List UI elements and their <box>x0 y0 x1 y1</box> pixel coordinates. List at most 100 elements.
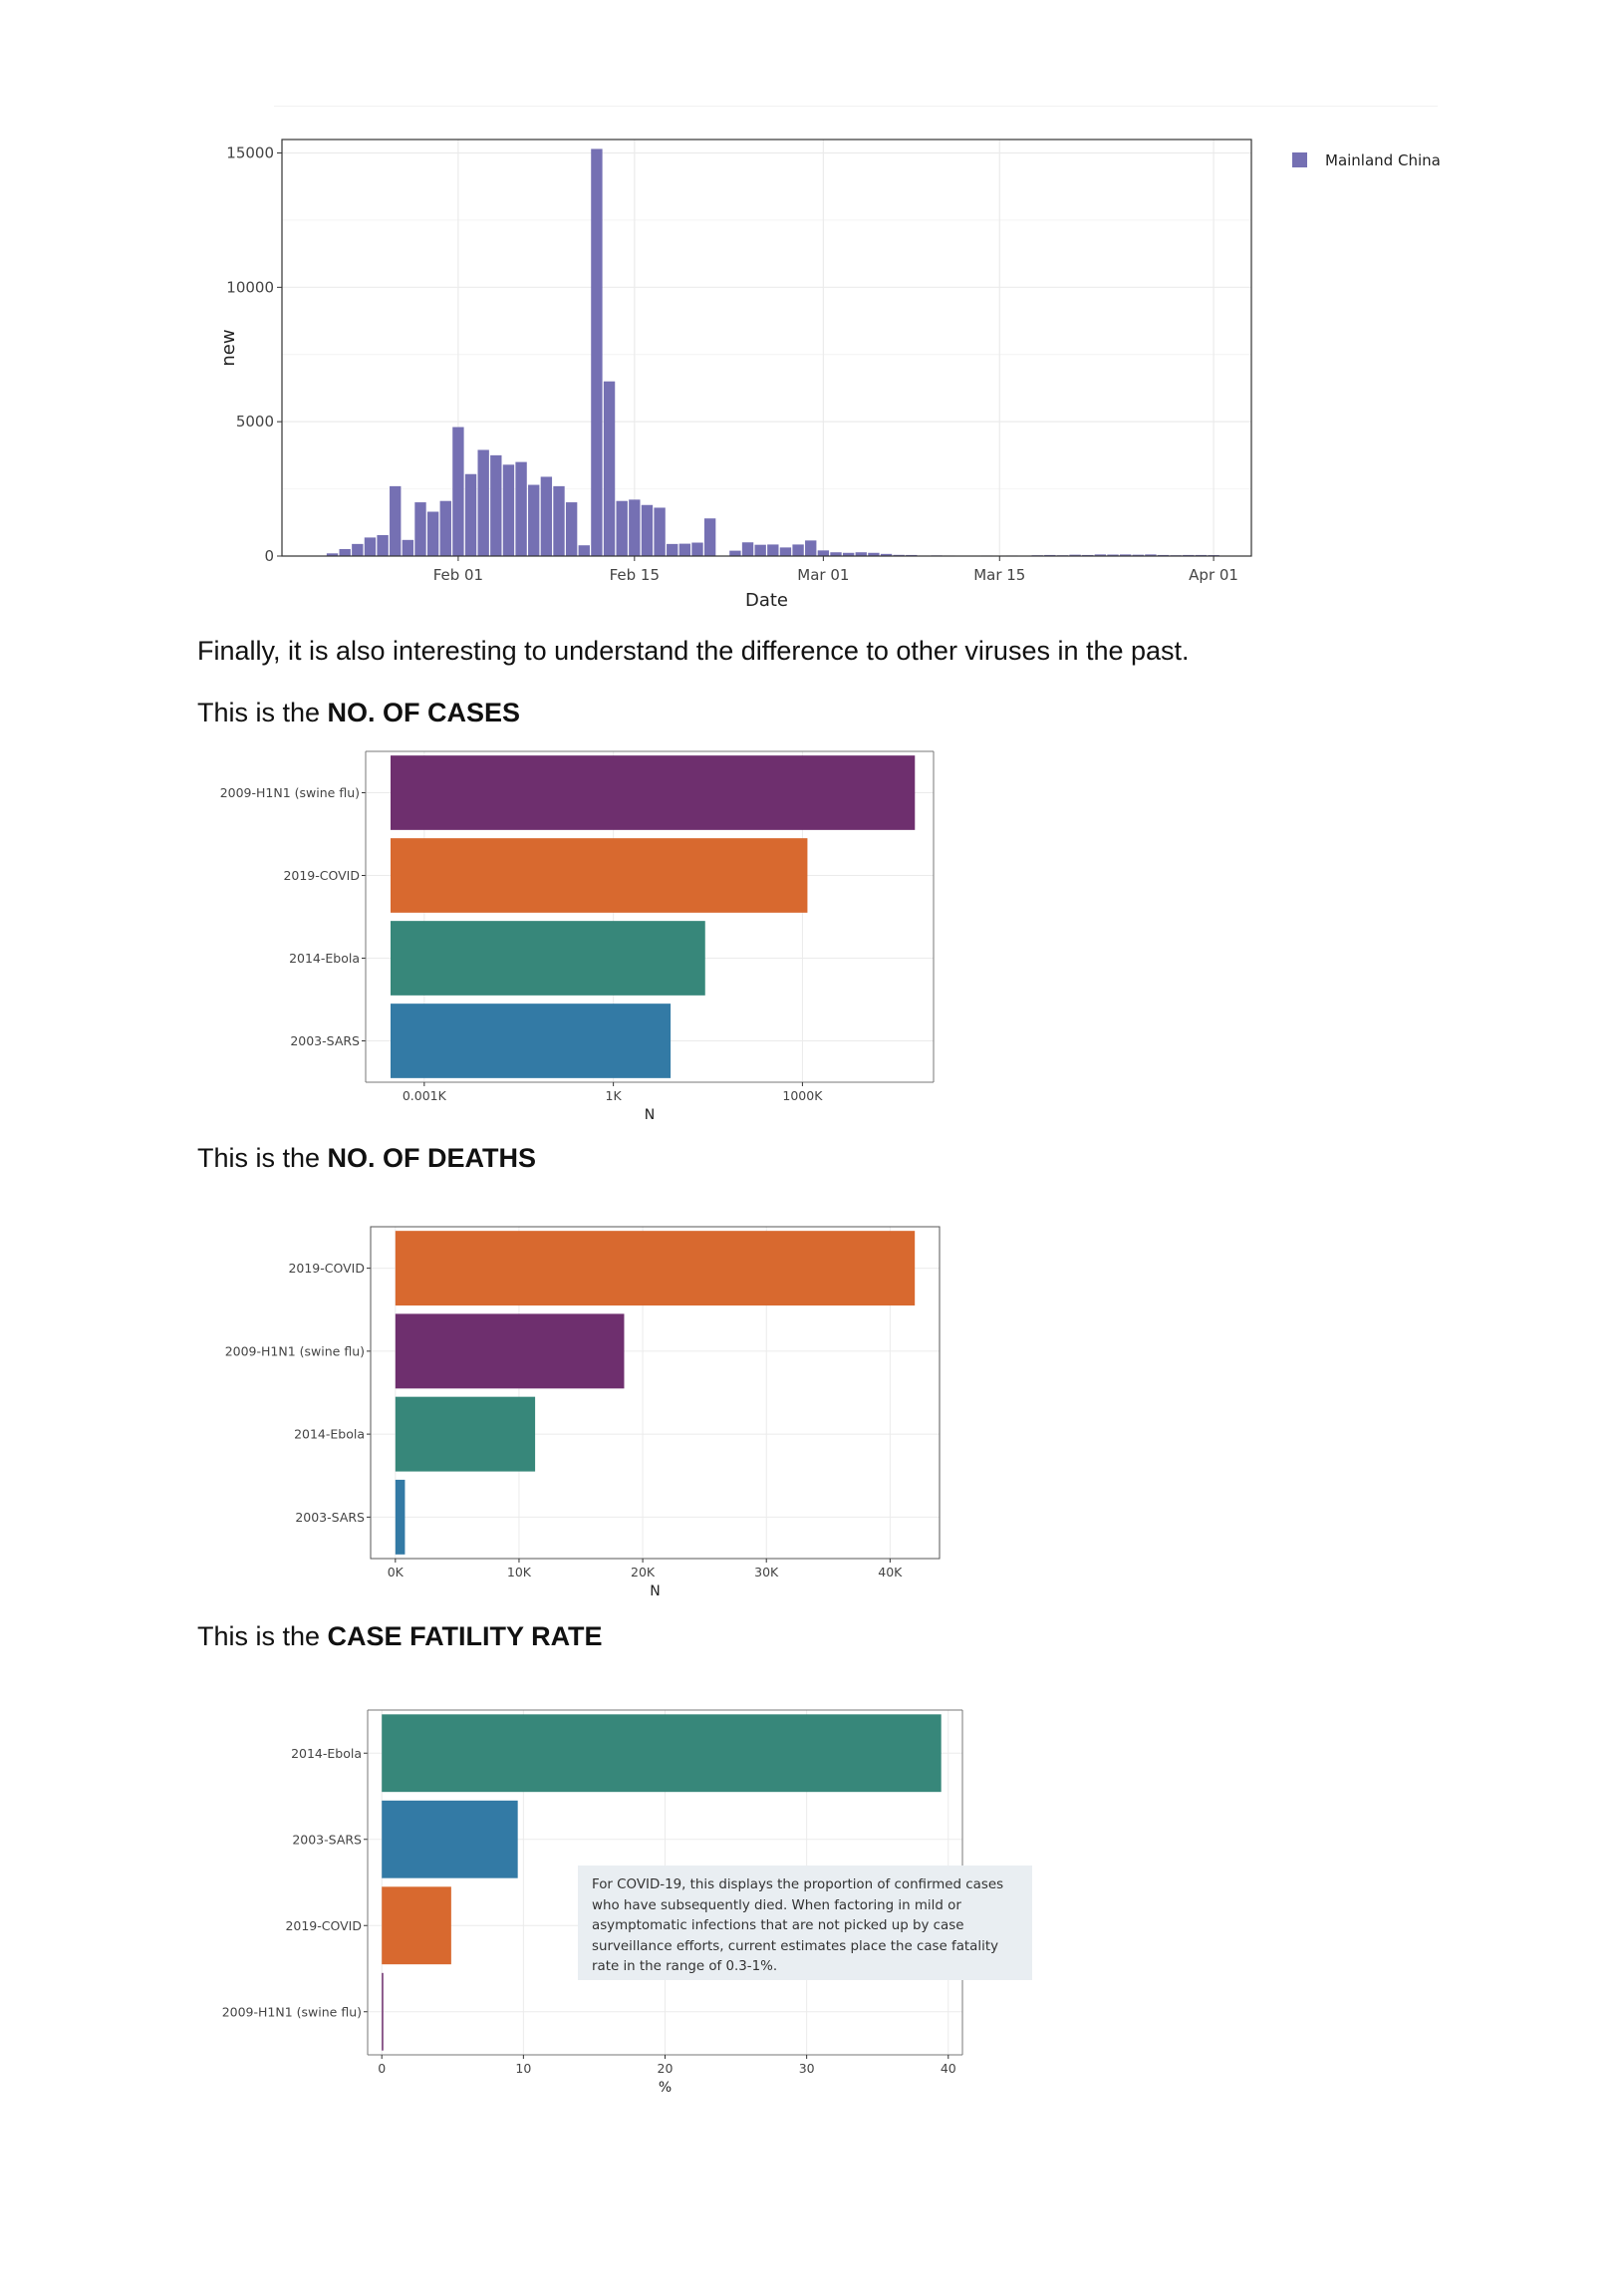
bar <box>352 543 364 556</box>
bar <box>616 500 628 556</box>
bar <box>391 838 808 913</box>
cfr-annotation: For COVID-19, this displays the proporti… <box>578 1866 1032 1980</box>
y-tick-label: 5000 <box>236 413 274 430</box>
x-axis-title: N <box>650 1583 660 1599</box>
x-tick-label: 20K <box>631 1565 656 1579</box>
y-tick-label: 2019-COVID <box>285 1918 362 1933</box>
bar <box>792 544 804 556</box>
x-tick-label: 20 <box>658 2061 674 2076</box>
cases-heading: This is the NO. OF CASES <box>197 696 520 729</box>
bar <box>502 464 515 556</box>
bar <box>390 485 402 556</box>
deaths-heading-bold: NO. OF DEATHS <box>327 1143 537 1173</box>
bar <box>528 484 540 556</box>
x-tick-label: Mar 01 <box>797 566 849 584</box>
bar <box>490 454 502 556</box>
x-tick-label: 0 <box>378 2061 386 2076</box>
cases-bar-chart: 2009-H1N1 (swine flu) 2019-COVID 2014-Ebol… <box>220 750 935 1123</box>
bar <box>395 1396 536 1472</box>
bar <box>868 552 880 556</box>
bar <box>1107 554 1119 556</box>
bar <box>578 545 590 556</box>
bar <box>754 544 766 556</box>
bar <box>1069 554 1081 556</box>
bar <box>603 381 616 556</box>
x-tick-label: 30K <box>754 1565 779 1579</box>
x-axis-title: N <box>645 1107 655 1123</box>
cfr-heading-prefix: This is the <box>197 1621 328 1651</box>
bar <box>779 547 792 556</box>
legend-label: Mainland China <box>1325 151 1441 169</box>
cfr-heading: This is the CASE FATILITY RATE <box>197 1619 603 1653</box>
x-tick-label: Feb 15 <box>610 566 660 584</box>
legend-swatch <box>1292 152 1307 167</box>
bar <box>382 1714 942 1793</box>
bar <box>377 534 389 556</box>
x-axis-title: % <box>659 2080 672 2096</box>
bar <box>402 539 414 556</box>
bar <box>414 502 426 556</box>
bar <box>364 537 377 556</box>
bar <box>477 449 489 556</box>
x-tick-label: Feb 01 <box>433 566 483 584</box>
y-tick-label: 2009-H1N1 (swine flu) <box>225 1343 365 1358</box>
bar <box>339 548 351 556</box>
cases-heading-bold: NO. OF CASES <box>327 698 521 727</box>
x-tick-label: 30 <box>799 2061 815 2076</box>
bar <box>641 504 654 556</box>
x-tick-label: 0K <box>388 1565 405 1579</box>
cfr-heading-bold: CASE FATILITY RATE <box>327 1621 603 1651</box>
bar <box>855 552 867 556</box>
bar <box>395 1313 625 1389</box>
y-tick-label: 2003-SARS <box>295 1510 365 1525</box>
bar <box>805 540 817 556</box>
bar <box>382 1972 384 2051</box>
deaths-heading: This is the NO. OF DEATHS <box>197 1141 536 1175</box>
bar <box>830 552 842 556</box>
bar <box>1145 554 1157 556</box>
daily-new-cases-chart: 0 5000 10000 15000 Feb 01 Feb 15 Mar 01 Mar 15 A… <box>218 139 1441 611</box>
bar <box>654 507 666 556</box>
y-tick-label: 10000 <box>226 278 274 296</box>
x-tick-label: 40K <box>878 1565 903 1579</box>
x-tick-label: Apr 01 <box>1189 566 1238 584</box>
y-axis-title: new <box>218 329 239 366</box>
y-tick-label: 0 <box>264 547 274 565</box>
bar <box>391 755 916 830</box>
bar <box>326 553 339 556</box>
bar <box>382 1886 451 1965</box>
x-tick-label: 10K <box>507 1565 532 1579</box>
x-tick-label: Mar 15 <box>973 566 1025 584</box>
bar <box>629 499 641 556</box>
bar <box>703 518 716 556</box>
bar <box>452 427 464 556</box>
panel-border <box>281 139 1252 557</box>
bar <box>880 553 893 556</box>
bar <box>667 543 678 556</box>
y-tick-label: 2009-H1N1 (swine flu) <box>220 785 360 800</box>
bar <box>565 502 578 556</box>
y-tick-label: 15000 <box>226 144 274 161</box>
y-tick-label: 2009-H1N1 (swine flu) <box>222 2004 362 2019</box>
bar <box>1132 554 1144 556</box>
x-tick-label: 1K <box>606 1088 623 1103</box>
bar <box>382 1800 518 1878</box>
bar <box>1119 554 1132 556</box>
bar <box>741 542 754 556</box>
bar <box>391 921 705 996</box>
x-tick-label: 0.001K <box>403 1088 447 1103</box>
bar <box>391 1004 672 1078</box>
y-tick-label: 2019-COVID <box>288 1261 365 1276</box>
bar <box>729 550 741 556</box>
bar <box>553 485 565 556</box>
panel-border <box>370 1226 941 1560</box>
bar <box>426 511 439 556</box>
x-tick-label: 1000K <box>782 1088 823 1103</box>
bar <box>464 473 477 556</box>
x-axis-title: Date <box>745 590 788 611</box>
y-tick-label: 2003-SARS <box>290 1033 360 1048</box>
bar <box>395 1231 916 1306</box>
cfr-bar-chart: 2014-Ebola 2003-SARS 2019-COVID 2009-H1N1 (… <box>222 1709 963 2096</box>
bar <box>1094 554 1107 556</box>
deaths-heading-prefix: This is the <box>197 1143 328 1173</box>
